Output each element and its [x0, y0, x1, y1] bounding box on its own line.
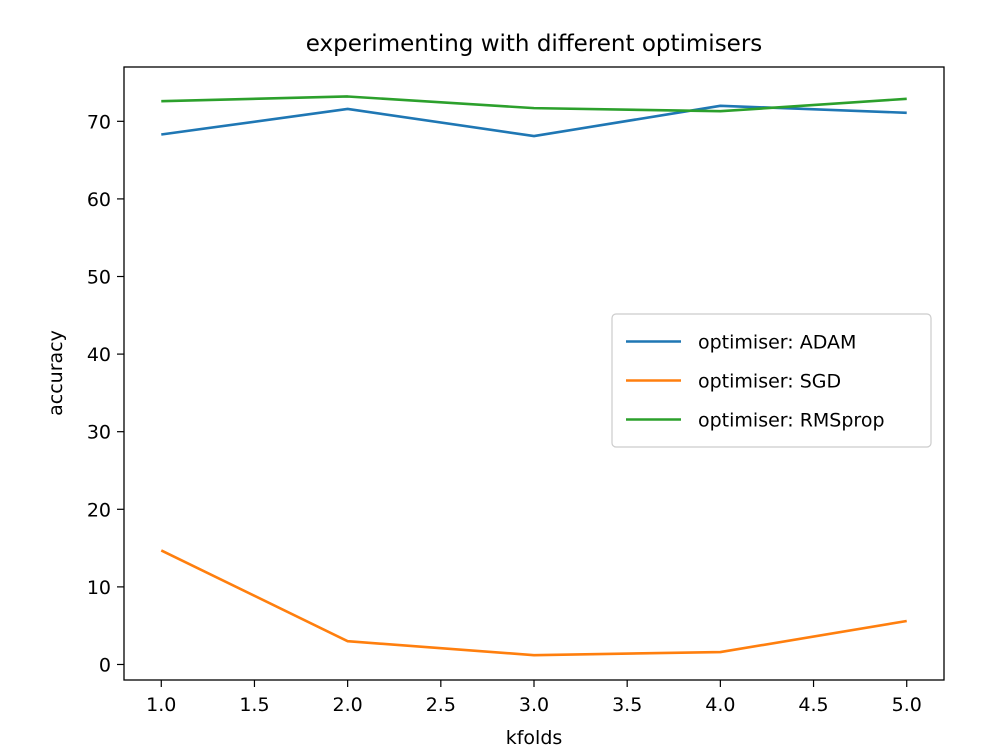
legend-box — [611, 313, 932, 448]
x-tick-label: 3.0 — [519, 694, 549, 716]
chart-title: experimenting with different optimisers — [306, 31, 763, 57]
axes-layer: 1.0 1.5 2.0 2.5 3.0 3.5 4.0 4.5 5.0 0 10 20 30 40 50 60… — [87, 111, 922, 716]
legend: optimiser: ADAM optimiser: SGD optimiser: … — [611, 313, 932, 448]
y-tick-label: 40 — [87, 344, 111, 366]
x-tick-label: 1.5 — [239, 694, 269, 716]
legend-label: optimiser: ADAM — [698, 332, 856, 354]
x-tick-label: 5.0 — [892, 694, 922, 716]
x-tick-label: 3.5 — [612, 694, 642, 716]
plot-layer — [160, 95, 907, 657]
x-tick-label: 2.5 — [426, 694, 456, 716]
y-tick-label: 30 — [87, 422, 111, 444]
y-tick-label: 0 — [99, 654, 111, 676]
y-tick-label: 20 — [87, 499, 111, 521]
series-line-0 — [161, 104, 907, 138]
legend-label: optimiser: SGD — [698, 371, 841, 393]
y-tick-label: 10 — [87, 577, 111, 599]
x-tick-label: 4.0 — [705, 694, 735, 716]
x-axis-label: kfolds — [506, 727, 563, 749]
x-tick-label: 2.0 — [333, 694, 363, 716]
y-axis-label: accuracy — [45, 330, 67, 416]
y-tick-label: 60 — [87, 189, 111, 211]
y-tick-label: 50 — [87, 267, 111, 289]
x-tick-label: 4.5 — [798, 694, 828, 716]
x-tick-label: 1.0 — [146, 694, 176, 716]
y-tick-label: 70 — [87, 111, 111, 133]
legend-label: optimiser: RMSprop — [698, 410, 885, 432]
series-line-2 — [161, 95, 907, 113]
series-line-1 — [160, 549, 907, 657]
